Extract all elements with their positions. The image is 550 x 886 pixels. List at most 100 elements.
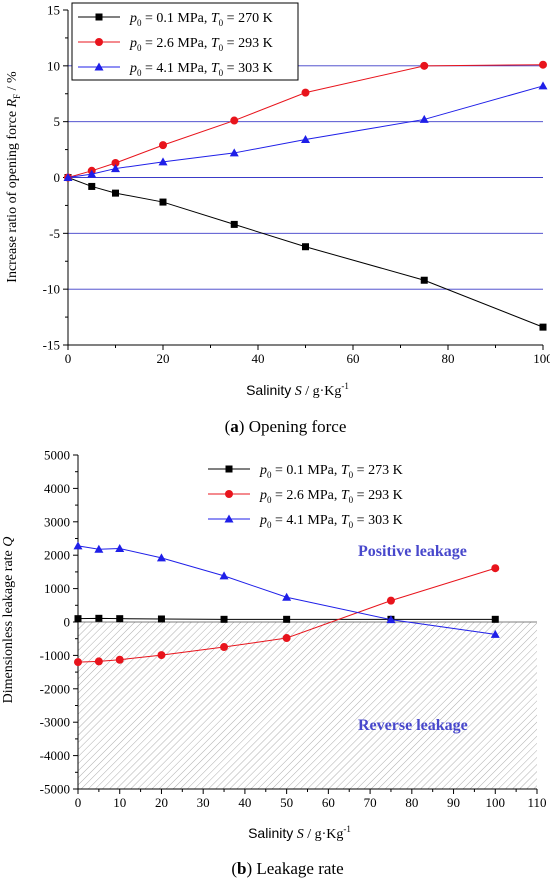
x-tick-label: 50 [280, 795, 293, 810]
x-tick-label: 0 [65, 351, 72, 366]
data-point [220, 615, 228, 623]
legend-t-value: 303 [238, 61, 259, 76]
data-point [157, 615, 165, 623]
data-point [301, 88, 310, 97]
data-point [116, 615, 124, 623]
y-tick-label: -5 [49, 226, 60, 241]
legend-p-subscript: 0 [137, 43, 142, 53]
data-point [63, 173, 73, 181]
x-axis-label-symbol: S [297, 827, 304, 842]
chart-caption: (a) Opening force [225, 417, 347, 436]
x-axis-label-symbol: S [295, 384, 302, 399]
caption-text: Leakage rate [256, 859, 343, 878]
x-tick-label: 80 [442, 351, 455, 366]
legend-marker [95, 38, 103, 46]
legend-t-symbol: T [211, 61, 220, 76]
legend-k: K [389, 513, 403, 528]
y-tick-label: -5000 [40, 782, 70, 797]
caption-paren-close: ) [246, 859, 256, 878]
legend-mpa: MPa, [304, 488, 341, 503]
y-tick-label: 5 [54, 114, 61, 129]
data-point [302, 243, 309, 251]
legend-label: p0 = 4.1 MPa, T0 = 303 K [259, 513, 403, 530]
legend-p-subscript: 0 [137, 18, 142, 28]
y-axis-label-symbol: R [5, 98, 20, 108]
legend-eq: = [223, 61, 238, 76]
legend-p-value: 4.1 [286, 513, 304, 528]
legend-label: p0 = 2.6 MPa, T0 = 293 K [259, 488, 403, 505]
legend-t-value: 273 [368, 463, 389, 478]
x-tick-label: 40 [252, 351, 265, 366]
x-tick-label: 100 [533, 351, 550, 366]
data-point [95, 614, 103, 622]
legend-t-symbol: T [211, 11, 220, 26]
legend-p-subscript: 0 [267, 495, 272, 505]
x-axis-label-unit: g·Kg [315, 827, 344, 842]
y-tick-label: 0 [54, 170, 61, 185]
x-tick-label: 110 [527, 795, 546, 810]
legend-label: p0 = 4.1 MPa, T0 = 303 K [129, 61, 273, 78]
data-point [115, 544, 125, 553]
legend-k: K [259, 36, 273, 51]
y-tick-label: 1000 [44, 581, 70, 596]
y-tick-label: 0 [64, 615, 71, 630]
y-tick-label: 4000 [44, 481, 70, 496]
y-tick-label: 15 [47, 3, 60, 18]
data-point [220, 643, 229, 652]
legend-eq: = [223, 36, 238, 51]
data-point [158, 157, 168, 166]
legend-p-subscript: 0 [137, 68, 142, 78]
y-tick-label: -15 [43, 338, 60, 353]
legend-mpa: MPa, [304, 513, 341, 528]
y-tick-label: 2000 [44, 548, 70, 563]
legend-p-symbol: p [259, 513, 267, 528]
y-axis-label-text: Dimensionless leakage rate [1, 550, 16, 703]
data-point [282, 634, 291, 643]
legend-eq: = [353, 463, 368, 478]
legend-k: K [389, 463, 403, 478]
y-tick-label: -2000 [40, 681, 70, 696]
legend-eq: = [353, 513, 368, 528]
data-point [230, 220, 238, 228]
caption-letter: a [230, 417, 239, 436]
legend-marker [224, 514, 234, 523]
legend-eq: = [142, 36, 157, 51]
legend-t-value: 293 [368, 488, 389, 503]
legend-p-symbol: p [129, 11, 137, 26]
caption-paren-close: ) [239, 417, 249, 436]
legend-t-subscript: 0 [349, 470, 354, 480]
legend-t-symbol: T [341, 513, 350, 528]
caption-letter: b [237, 859, 246, 878]
y-axis-label-symbol: Q [1, 537, 16, 547]
legend-t-subscript: 0 [219, 68, 224, 78]
legend-p-symbol: p [129, 36, 137, 51]
caption-text: Opening force [249, 417, 347, 436]
chart-leakage-rate: 0 10 20 30 40 50 60 70 80 90 100 110 5000 4000 3000 200… [1, 448, 547, 879]
legend-t-symbol: T [341, 488, 350, 503]
data-point [491, 564, 500, 573]
legend-mpa: MPa, [174, 61, 211, 76]
series-line [67, 64, 544, 178]
data-point [283, 615, 291, 623]
legend-t-subscript: 0 [219, 18, 224, 28]
data-point [386, 615, 396, 624]
legend-t-value: 303 [368, 513, 389, 528]
legend-p-subscript: 0 [267, 520, 272, 530]
x-axis-label-word: Salinity [246, 382, 291, 398]
data-point [87, 169, 97, 178]
data-point [156, 553, 166, 562]
x-axis-label-unit: g·Kg [313, 384, 342, 399]
x-axis-label-slash: / [302, 384, 313, 399]
data-point [112, 189, 119, 197]
legend-mpa: MPa, [174, 11, 211, 26]
y-tick-label: -4000 [40, 748, 70, 763]
legend-t-subscript: 0 [349, 520, 354, 530]
x-tick-label: 60 [322, 795, 335, 810]
y-axis-label-subscript: F [12, 94, 22, 99]
data-point [420, 276, 428, 284]
legend-mpa: MPa, [304, 463, 341, 478]
legend-label: p0 = 2.6 MPa, T0 = 293 K [129, 36, 273, 53]
y-axis-label: Dimensionless leakage rate Q [1, 537, 16, 704]
series-3 [63, 81, 548, 181]
